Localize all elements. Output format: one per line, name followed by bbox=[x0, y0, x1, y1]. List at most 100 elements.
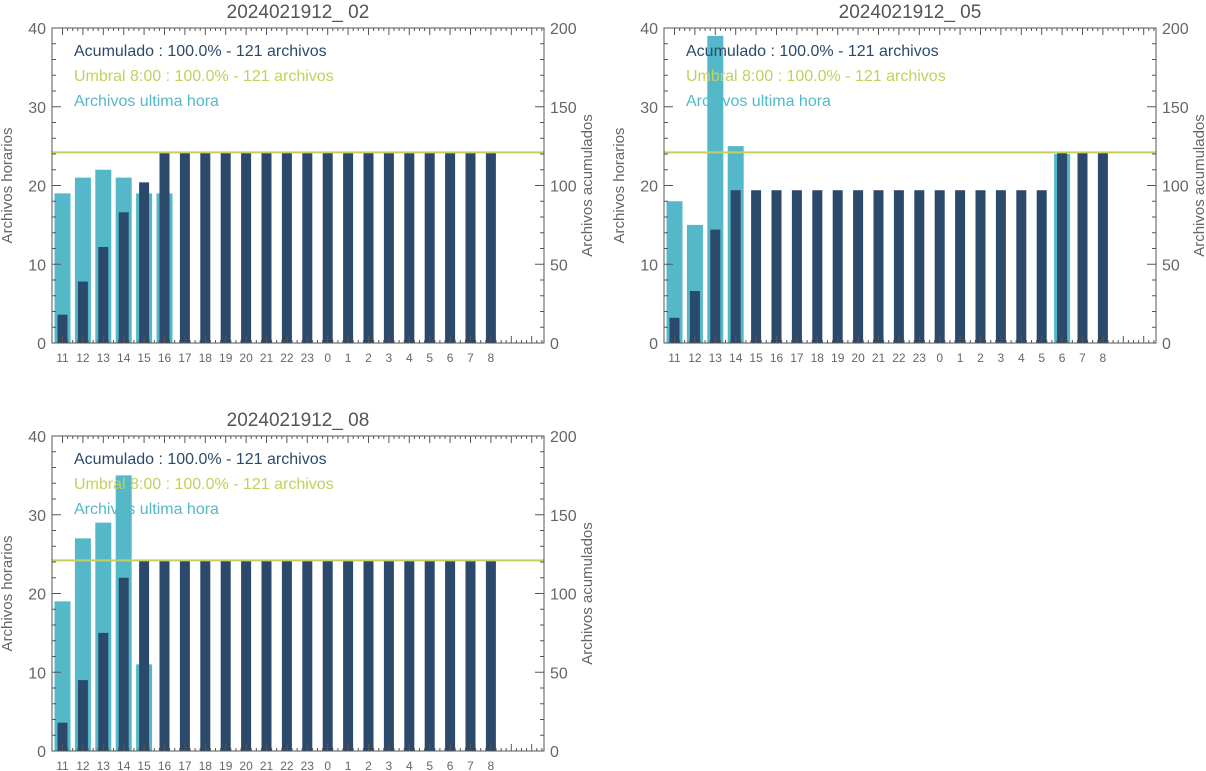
cumulative-bar-22 bbox=[281, 152, 292, 343]
x-tick-label-22: 22 bbox=[280, 759, 294, 771]
left-tick-label: 20 bbox=[640, 179, 658, 196]
cumulative-bar-0 bbox=[322, 560, 333, 751]
x-tick-label-14: 14 bbox=[117, 351, 131, 365]
left-tick-label: 20 bbox=[28, 587, 46, 604]
x-tick-label-7: 7 bbox=[467, 759, 474, 771]
x-tick-label-20: 20 bbox=[239, 759, 253, 771]
cumulative-bar-2 bbox=[975, 190, 986, 343]
cumulative-bar-4 bbox=[1016, 190, 1027, 343]
x-tick-label-18: 18 bbox=[811, 351, 825, 365]
x-tick-label-3: 3 bbox=[386, 759, 393, 771]
cumulative-bar-13 bbox=[98, 632, 109, 751]
x-tick-label-19: 19 bbox=[219, 351, 233, 365]
cumulative-bar-6 bbox=[445, 560, 456, 751]
cumulative-bar-20 bbox=[241, 560, 252, 751]
right-tick-label: 0 bbox=[550, 336, 559, 353]
cumulative-bar-16 bbox=[159, 152, 170, 343]
right-tick-label: 50 bbox=[550, 665, 568, 682]
x-tick-label-19: 19 bbox=[219, 759, 233, 771]
legend-entry-0: Acumulado : 100.0% - 121 archivos bbox=[74, 43, 327, 60]
hourly-bar-11 bbox=[54, 601, 71, 751]
cumulative-bar-3 bbox=[383, 152, 394, 343]
right-tick-label: 200 bbox=[1162, 21, 1189, 38]
cumulative-bar-21 bbox=[261, 152, 272, 343]
left-tick-label: 30 bbox=[28, 508, 46, 525]
right-axis-label: Archivos acumulados bbox=[579, 114, 596, 257]
cumulative-bar-17 bbox=[179, 560, 190, 751]
x-tick-label-16: 16 bbox=[158, 759, 172, 771]
left-tick-label: 0 bbox=[649, 336, 658, 353]
left-tick-label: 40 bbox=[28, 429, 46, 446]
x-tick-label-2: 2 bbox=[365, 759, 372, 771]
x-tick-label-8: 8 bbox=[488, 351, 495, 365]
x-tick-label-7: 7 bbox=[467, 351, 474, 365]
cumulative-bar-17 bbox=[791, 190, 802, 343]
cumulative-bar-2 bbox=[363, 152, 374, 343]
x-tick-label-22: 22 bbox=[280, 351, 294, 365]
cumulative-bar-6 bbox=[1057, 152, 1068, 343]
x-tick-label-15: 15 bbox=[749, 351, 763, 365]
left-tick-label: 10 bbox=[640, 257, 658, 274]
cumulative-bar-18 bbox=[200, 560, 211, 751]
cumulative-bar-11 bbox=[57, 314, 68, 343]
cumulative-bar-7 bbox=[465, 560, 476, 751]
cumulative-bar-21 bbox=[261, 560, 272, 751]
right-tick-label: 0 bbox=[1162, 336, 1171, 353]
left-tick-label: 20 bbox=[28, 179, 46, 196]
x-tick-label-12: 12 bbox=[76, 351, 90, 365]
cumulative-bar-7 bbox=[465, 152, 476, 343]
right-axis-label: Archivos acumulados bbox=[1191, 114, 1206, 257]
x-tick-label-13: 13 bbox=[97, 759, 111, 771]
x-tick-label-20: 20 bbox=[851, 351, 865, 365]
cumulative-bar-6 bbox=[445, 152, 456, 343]
right-tick-label: 50 bbox=[1162, 257, 1180, 274]
cumulative-bar-5 bbox=[424, 152, 435, 343]
x-tick-label-8: 8 bbox=[1100, 351, 1107, 365]
x-tick-label-1: 1 bbox=[345, 759, 352, 771]
x-tick-label-13: 13 bbox=[97, 351, 111, 365]
cumulative-bar-18 bbox=[200, 152, 211, 343]
right-tick-label: 100 bbox=[550, 587, 577, 604]
cumulative-bar-14 bbox=[118, 577, 129, 751]
cumulative-bar-12 bbox=[689, 291, 700, 343]
legend-entry-1: Umbral 8:00 : 100.0% - 121 archivos bbox=[74, 68, 334, 85]
cumulative-bar-0 bbox=[322, 152, 333, 343]
x-tick-label-5: 5 bbox=[426, 759, 433, 771]
x-tick-label-21: 21 bbox=[260, 759, 274, 771]
x-tick-label-4: 4 bbox=[1018, 351, 1025, 365]
cumulative-bar-3 bbox=[995, 190, 1006, 343]
x-tick-label-23: 23 bbox=[913, 351, 927, 365]
cumulative-bar-14 bbox=[118, 212, 129, 343]
legend-entry-2: Archivos ultima hora bbox=[686, 93, 831, 110]
cumulative-bar-23 bbox=[302, 152, 313, 343]
right-axis-label: Archivos acumulados bbox=[579, 522, 596, 665]
right-tick-label: 150 bbox=[1162, 100, 1189, 117]
legend-entry-0: Acumulado : 100.0% - 121 archivos bbox=[686, 43, 939, 60]
cumulative-bar-5 bbox=[424, 560, 435, 751]
legend-entry-0: Acumulado : 100.0% - 121 archivos bbox=[74, 451, 327, 468]
cumulative-bar-12 bbox=[77, 281, 88, 343]
x-tick-label-12: 12 bbox=[76, 759, 90, 771]
left-tick-label: 10 bbox=[28, 257, 46, 274]
x-tick-label-17: 17 bbox=[790, 351, 804, 365]
right-tick-label: 100 bbox=[1162, 179, 1189, 196]
cumulative-bar-23 bbox=[302, 560, 313, 751]
cumulative-bar-1 bbox=[343, 152, 354, 343]
cumulative-bar-13 bbox=[98, 246, 109, 343]
x-tick-label-20: 20 bbox=[239, 351, 253, 365]
cumulative-bar-16 bbox=[771, 190, 782, 343]
legend-entry-2: Archivos ultima hora bbox=[74, 501, 219, 518]
chart-title: 2024021912_ 02 bbox=[227, 2, 370, 23]
left-tick-label: 10 bbox=[28, 665, 46, 682]
x-tick-label-21: 21 bbox=[872, 351, 886, 365]
x-tick-label-23: 23 bbox=[301, 351, 315, 365]
cumulative-bar-23 bbox=[914, 190, 925, 343]
x-tick-label-14: 14 bbox=[117, 759, 131, 771]
cumulative-bar-8 bbox=[1097, 152, 1108, 343]
cumulative-bar-22 bbox=[281, 560, 292, 751]
x-tick-label-11: 11 bbox=[56, 759, 69, 771]
x-tick-label-12: 12 bbox=[688, 351, 702, 365]
